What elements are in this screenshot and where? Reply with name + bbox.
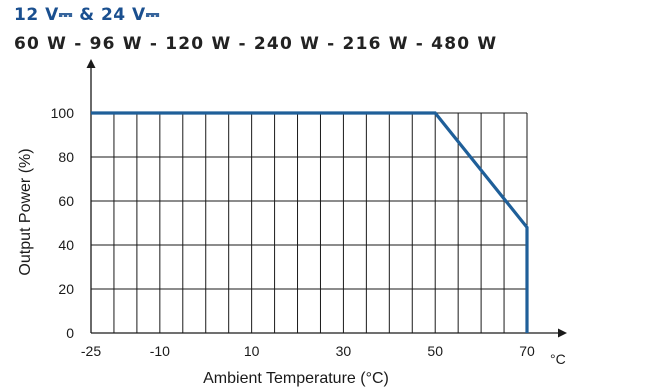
x-tick-label: 10 — [244, 343, 260, 359]
x-axis-title: Ambient Temperature (°C) — [203, 370, 389, 387]
x-tick-label: 70 — [519, 343, 535, 359]
x-unit-label: °C — [550, 351, 566, 367]
y-tick-label: 100 — [51, 105, 75, 121]
series-line-output-power — [91, 111, 529, 333]
y-tick-label: 0 — [66, 325, 74, 341]
tick-labels: 0 20 40 60 80 100 -25 -10 10 30 50 70 — [51, 105, 535, 359]
x-tick-label: -10 — [150, 343, 170, 359]
y-axis-title: Output Power (%) — [17, 148, 34, 275]
y-tick-label: 40 — [58, 237, 74, 253]
voltage-rating: 12 V⎓ & 24 V⎓ — [14, 5, 160, 25]
x-tick-label: 50 — [427, 343, 443, 359]
y-axis-arrow — [86, 59, 96, 68]
axes — [86, 59, 567, 338]
x-tick-label: 30 — [336, 343, 352, 359]
grid — [91, 112, 528, 333]
y-tick-label: 60 — [58, 193, 74, 209]
y-tick-label: 80 — [58, 149, 74, 165]
x-axis-arrow — [558, 328, 567, 338]
x-tick-label: -25 — [81, 343, 101, 359]
y-tick-label: 20 — [58, 281, 74, 297]
power-ratings: 60 W - 96 W - 120 W - 240 W - 216 W - 48… — [14, 34, 498, 54]
